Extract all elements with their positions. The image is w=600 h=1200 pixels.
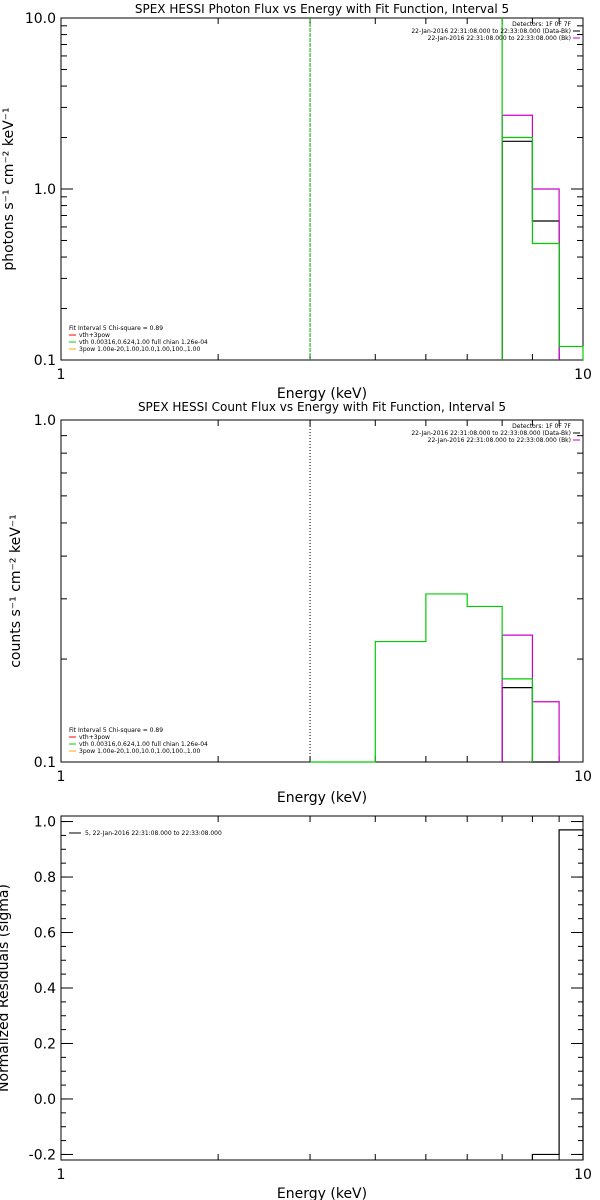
count-flux-xlabel: Energy (keV)	[277, 790, 367, 806]
photon-flux-legend-bl-label: vth 0.00316,0.624,1.00 full chian 1.26e-…	[79, 339, 208, 346]
residuals-marks: 1 10 -0.2 0.0 0.2 0.4 0.6 0.8 1.0 5, 22-Jan-2016 …	[29, 815, 592, 1183]
count-flux-marks: 1 100.11.0 Detectors: 1F 0F 7F22-Jan-2016 …	[34, 413, 592, 785]
residuals-ytick-label: 0.0	[34, 1092, 56, 1108]
residuals-ylabel: Normalized Residuals (sigma)	[0, 884, 12, 1092]
residuals-plot-frame	[60, 815, 584, 1161]
count-flux-legend-tr-label: Detectors: 1F 0F 7F	[512, 423, 571, 430]
count-flux-legend-tr-label: 22-Jan-2016 22:31:08.000 to 22:33:08.000…	[411, 430, 571, 437]
residuals-xtick-label: 1	[57, 1167, 66, 1183]
photon-flux-ytick-label: 10.0	[25, 11, 56, 27]
count-flux-ytick-label: 1.0	[34, 413, 56, 429]
photon-flux-ytick-label: 1.0	[34, 182, 56, 198]
count-flux-panel: SPEX HESSI Count Flux vs Energy with Fit…	[8, 400, 592, 806]
residuals-ytick-label: -0.2	[29, 1147, 56, 1163]
count-flux-legend-bl-label: Fit Interval 5 Chi-square = 0.89	[69, 727, 163, 734]
residuals-series-residual	[531, 829, 584, 1160]
photon-flux-legend-tr-label: 22-Jan-2016 22:31:08.000 to 22:33:08.000…	[428, 35, 571, 42]
residuals-xlabel: Energy (keV)	[277, 1186, 367, 1200]
photon-flux-xlabel: Energy (keV)	[277, 386, 367, 402]
photon-flux-legend-bl-label: Fit Interval 5 Chi-square = 0.89	[69, 325, 163, 332]
photon-flux-panel: SPEX HESSI Photon Flux vs Energy with Fi…	[1, 2, 592, 402]
residuals-xtick-label: 10	[574, 1167, 592, 1183]
photon-flux-title: SPEX HESSI Photon Flux vs Energy with Fi…	[135, 2, 509, 16]
count-flux-series-data-bk	[501, 687, 560, 763]
photon-flux-series-bk	[501, 114, 560, 360]
count-flux-series-bk	[501, 634, 560, 762]
photon-flux-legend-bl-label: 3pow 1.00e-20,1.00,10.0,1.00,100.,1.00	[79, 346, 200, 353]
count-flux-plot-frame	[60, 419, 584, 763]
photon-flux-series-vth-3pow	[501, 136, 584, 360]
count-flux-title: SPEX HESSI Count Flux vs Energy with Fit…	[138, 400, 506, 414]
count-flux-ylabel: counts s⁻¹ cm⁻² keV⁻¹	[8, 514, 24, 668]
count-flux-legend-bl-label: vth 0.00316,0.624,1.00 full chian 1.26e-…	[79, 741, 208, 748]
residuals-ytick-label: 0.4	[34, 981, 56, 997]
photon-flux-legend-bl-label: vth+3pow	[79, 332, 110, 339]
photon-flux-marks: 1 100.11.010.0 Detectors: 1F 0F 7F22-Jan-2…	[25, 11, 592, 383]
residuals-legend-tl-label: 5, 22-Jan-2016 22:31:08.000 to 22:33:08.…	[85, 830, 222, 837]
photon-flux-series-data-bk	[501, 140, 560, 360]
residuals-ytick-label: 1.0	[34, 815, 56, 831]
count-flux-legend-bl-label: vth+3pow	[79, 734, 110, 741]
photon-flux-plot-frame	[60, 17, 584, 361]
photon-flux-ytick-label: 0.1	[34, 353, 56, 369]
photon-flux-legend-tr-label: Detectors: 1F 0F 7F	[512, 21, 571, 28]
count-flux-xtick-label: 1	[57, 769, 66, 785]
residuals-ytick-label: 0.2	[34, 1036, 56, 1052]
photon-flux-legend-tr-label: 22-Jan-2016 22:31:08.000 to 22:33:08.000…	[411, 28, 571, 35]
count-flux-ytick-label: 0.1	[34, 755, 56, 771]
residuals-ytick-label: 0.6	[34, 926, 56, 942]
count-flux-series-vth-3pow	[310, 593, 534, 763]
count-flux-legend-bl-label: 3pow 1.00e-20,1.00,10.0,1.00,100.,1.00	[79, 748, 200, 755]
residuals-ytick-label: 0.8	[34, 870, 56, 886]
count-flux-legend-tr-label: 22-Jan-2016 22:31:08.000 to 22:33:08.000…	[428, 437, 571, 444]
photon-flux-ylabel: photons s⁻¹ cm⁻² keV⁻¹	[1, 107, 17, 270]
photon-flux-xtick-label: 1	[57, 367, 66, 383]
residuals-panel: 1 10 -0.2 0.0 0.2 0.4 0.6 0.8 1.0 5, 22-Jan-2016 …	[0, 815, 592, 1200]
photon-flux-xtick-label: 10	[574, 367, 592, 383]
count-flux-xtick-label: 10	[574, 769, 592, 785]
